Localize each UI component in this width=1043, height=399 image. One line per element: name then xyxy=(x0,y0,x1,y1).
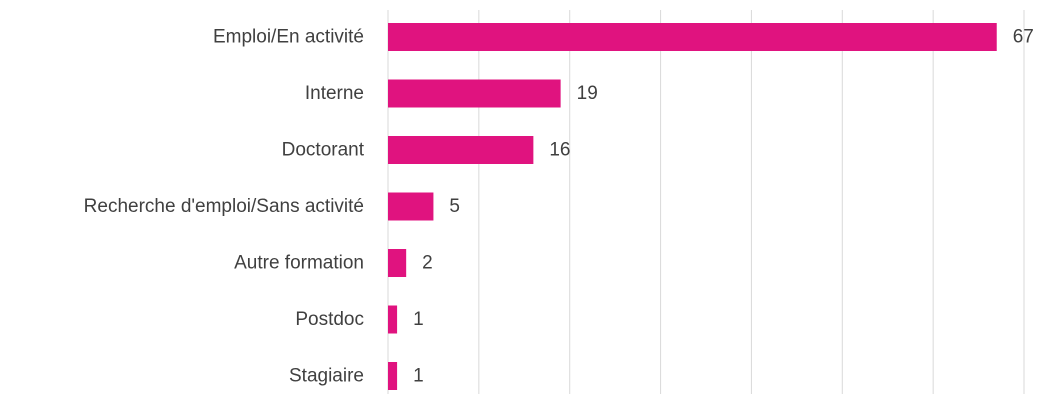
bar xyxy=(388,249,407,277)
value-label: 16 xyxy=(549,140,570,161)
value-label: 5 xyxy=(449,196,460,217)
value-label: 1 xyxy=(413,366,424,387)
category-label: Autre formation xyxy=(234,253,364,274)
bar xyxy=(388,136,534,164)
category-label: Postdoc xyxy=(295,309,364,330)
value-label: 1 xyxy=(413,309,424,330)
category-label: Interne xyxy=(305,83,364,104)
bars xyxy=(388,23,997,390)
bar xyxy=(388,305,398,334)
bar xyxy=(388,362,398,390)
category-label: Recherche d'emploi/Sans activité xyxy=(84,196,364,217)
category-label: Doctorant xyxy=(282,140,365,161)
bar xyxy=(388,23,997,51)
category-labels: Emploi/En activité Interne Doctorant Recher… xyxy=(84,27,365,387)
value-label: 67 xyxy=(1013,27,1034,48)
value-label: 2 xyxy=(422,253,433,274)
bar xyxy=(388,79,561,108)
value-label: 19 xyxy=(577,83,598,104)
value-labels: 67 19 16 5 2 1 1 xyxy=(413,27,1034,387)
grid-lines xyxy=(387,10,1025,394)
category-label: Emploi/En activité xyxy=(213,27,364,48)
bar xyxy=(388,192,434,221)
category-label: Stagiaire xyxy=(289,366,364,387)
